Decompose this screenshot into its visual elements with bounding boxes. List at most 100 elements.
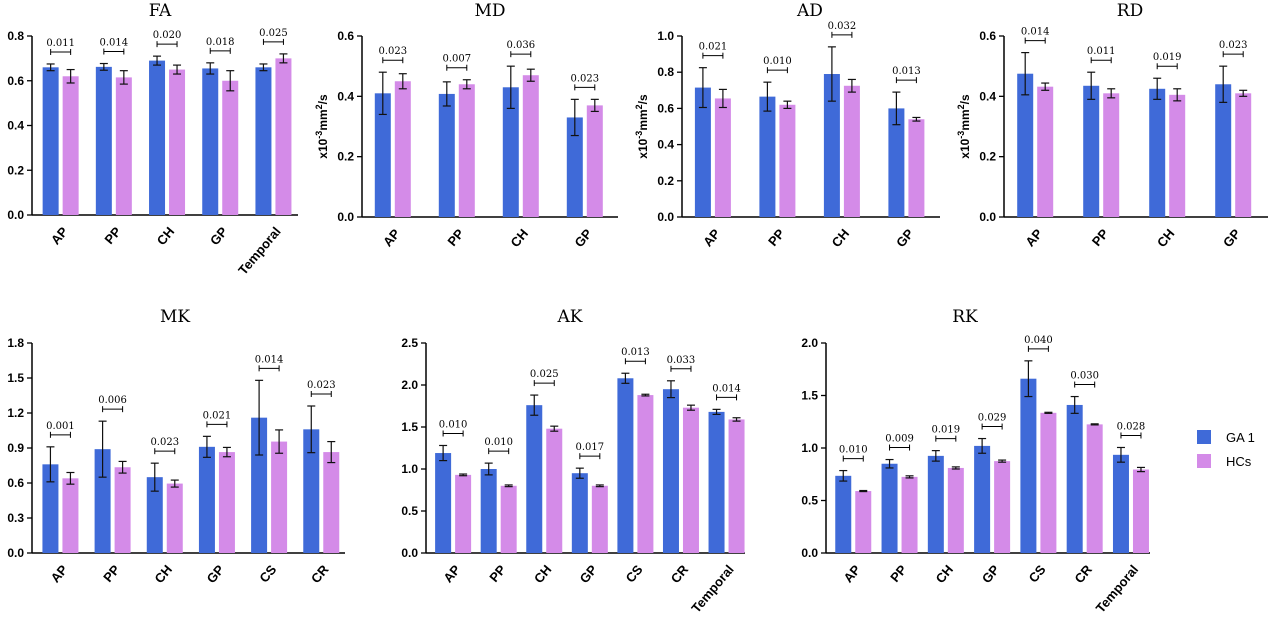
chart-title: AD <box>796 1 823 21</box>
bar-hcs <box>275 58 292 215</box>
x-category-label: PP <box>486 562 509 585</box>
bar-ga1 <box>566 117 583 217</box>
y-tick-label: 0.2 <box>979 150 996 164</box>
y-tick-label: 0.6 <box>7 476 24 490</box>
bar-ga1 <box>94 449 111 553</box>
y-tick-label: 0.6 <box>337 29 354 43</box>
p-value-label: 0.010 <box>439 419 468 430</box>
x-category-label: GP <box>1220 226 1244 250</box>
y-tick-label: 0.0 <box>7 208 24 222</box>
y-tick-label: 0.6 <box>657 101 674 115</box>
y-tick-label: 0.5 <box>401 504 418 518</box>
p-value-label: 0.033 <box>667 355 696 366</box>
p-value-label: 0.009 <box>885 434 914 445</box>
bar-ga1 <box>571 473 588 553</box>
p-value-label: 0.040 <box>1024 335 1053 346</box>
x-category-label: CS <box>1026 562 1049 586</box>
x-category-label: GP <box>979 562 1003 586</box>
y-tick-label: 0.4 <box>979 89 996 103</box>
x-category-label: CS <box>256 562 279 586</box>
bar-hcs <box>1169 94 1186 217</box>
p-value-label: 0.013 <box>621 347 650 358</box>
y-tick-label: 0.6 <box>7 74 24 88</box>
bar-ga1 <box>617 378 634 553</box>
bar-hcs <box>546 428 563 553</box>
x-category-label: CH <box>933 562 957 586</box>
p-value-label: 0.023 <box>307 380 336 391</box>
bar-hcs <box>779 104 796 217</box>
bar-ga1 <box>1112 454 1129 553</box>
bar-hcs <box>500 485 517 553</box>
x-category-label: AP <box>440 562 463 586</box>
bar-hcs <box>455 474 472 553</box>
chart-panel-ad: AD x10-3mm2/s 0.0 0.2 0.4 0.6 0.8 1.0 0.021 AP 0.0… <box>634 1 940 250</box>
bar-hcs <box>855 491 872 553</box>
bar-ga1 <box>759 96 776 217</box>
x-category-label: CH <box>531 562 555 586</box>
p-value-label: 0.029 <box>978 413 1007 424</box>
bar-hcs <box>637 395 654 553</box>
chart-panel-rd: RD x10-3mm2/s 0.0 0.2 0.4 0.6 0.014 AP 0.011 PP 0.… <box>956 1 1268 250</box>
bar-ga1 <box>888 108 905 217</box>
bar-hcs <box>908 119 925 217</box>
y-tick-label: 2.0 <box>801 336 818 350</box>
bar-ga1 <box>480 469 497 553</box>
chart-panel-md: MD x10-3mm2/s 0.0 0.2 0.4 0.6 0.023 AP 0.007 PP 0.… <box>314 1 618 250</box>
y-tick-label: 1.0 <box>801 441 818 455</box>
x-category-label: Temporal <box>688 562 736 616</box>
chart-title: AK <box>557 307 583 327</box>
bar-hcs <box>271 441 288 553</box>
p-value-label: 0.030 <box>1070 371 1099 382</box>
p-value-label: 0.014 <box>100 38 129 49</box>
x-category-label: AP <box>700 226 723 250</box>
y-axis-label: x10-3mm2/s <box>634 94 650 159</box>
x-category-label: GP <box>571 226 595 250</box>
p-value-label: 0.019 <box>932 425 961 436</box>
x-category-label: GP <box>207 224 231 248</box>
chart-title: MK <box>160 307 190 327</box>
x-category-label: AP <box>48 224 71 248</box>
y-tick-label: 1.5 <box>801 389 818 403</box>
bar-hcs <box>994 461 1011 553</box>
x-category-label: GP <box>204 562 228 586</box>
p-value-label: 0.014 <box>255 354 284 365</box>
bar-ga1 <box>694 87 711 218</box>
legend-swatch-ga1 <box>1197 430 1211 444</box>
x-category-label: PP <box>444 226 467 249</box>
bar-ga1 <box>255 67 272 215</box>
bar-hcs <box>62 478 79 553</box>
bar-ga1 <box>835 475 852 553</box>
bar-ga1 <box>1215 84 1232 218</box>
x-category-label: PP <box>100 562 123 585</box>
y-tick-label: 2.5 <box>401 336 418 350</box>
y-tick-label: 1.5 <box>401 420 418 434</box>
x-category-label: CH <box>1154 226 1178 250</box>
x-category-label: CH <box>151 562 175 586</box>
bar-ga1 <box>1083 85 1100 218</box>
x-category-label: AP <box>840 562 863 586</box>
y-tick-label: 2.0 <box>401 378 418 392</box>
bar-hcs <box>222 80 239 215</box>
bar-hcs <box>843 85 860 218</box>
x-category-label: PP <box>1089 226 1112 249</box>
p-value-label: 0.021 <box>699 42 728 53</box>
x-category-label: Temporal <box>235 224 283 278</box>
bar-ga1 <box>526 405 543 553</box>
bar-ga1 <box>202 68 219 215</box>
chart-title: MD <box>474 1 505 21</box>
x-category-label: CH <box>829 226 853 250</box>
p-value-label: 0.025 <box>530 369 559 380</box>
bar-hcs <box>1235 93 1252 217</box>
y-axis-label: x10-3mm2/s <box>956 94 972 159</box>
y-axis-label: x10-3mm2/s <box>314 94 330 159</box>
bar-ga1 <box>198 446 215 553</box>
p-value-label: 0.021 <box>203 410 232 421</box>
p-value-label: 0.010 <box>763 56 792 67</box>
bar-ga1 <box>438 93 455 217</box>
bar-hcs <box>114 467 131 553</box>
bar-hcs <box>1086 424 1103 553</box>
bar-ga1 <box>95 66 112 215</box>
p-value-label: 0.019 <box>1153 52 1182 63</box>
y-tick-label: 1.0 <box>401 462 418 476</box>
y-tick-label: 0.5 <box>801 494 818 508</box>
